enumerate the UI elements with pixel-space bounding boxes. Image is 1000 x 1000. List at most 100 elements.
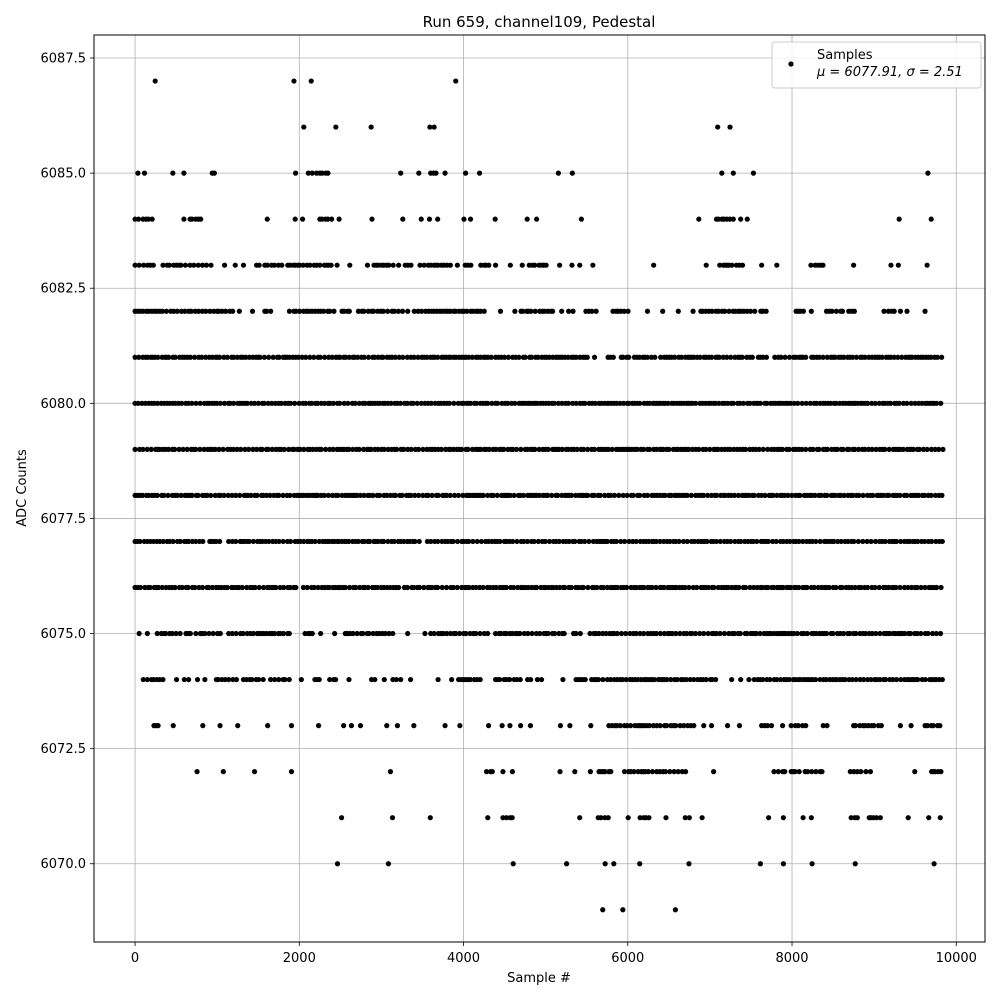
- sample-point: [501, 354, 508, 360]
- sample-point: [301, 538, 307, 545]
- sample-point: [722, 308, 728, 314]
- sample-point: [473, 584, 479, 591]
- sample-point: [709, 308, 715, 314]
- sample-point: [831, 538, 837, 545]
- sample-point: [184, 446, 190, 452]
- sample-point: [410, 400, 416, 406]
- sample-point: [534, 216, 540, 222]
- sample-point: [316, 676, 322, 683]
- sample-point: [610, 354, 616, 360]
- sample-point: [411, 354, 417, 360]
- sample-point: [407, 676, 414, 683]
- sample-point: [794, 630, 800, 637]
- sample-point: [851, 538, 857, 545]
- sample-point: [804, 769, 811, 775]
- sample-point: [435, 354, 441, 360]
- sample-point: [765, 538, 771, 545]
- sample-point: [563, 861, 570, 867]
- sample-point: [163, 630, 169, 637]
- sample-point: [276, 676, 282, 683]
- sample-point: [398, 676, 404, 683]
- sample-point: [251, 400, 258, 406]
- sample-point: [147, 584, 153, 591]
- sample-point: [902, 630, 908, 637]
- plot-area-frame: [93, 34, 986, 943]
- sample-point: [813, 400, 820, 406]
- sample-point: [357, 723, 364, 729]
- sample-point: [730, 170, 736, 176]
- sample-point: [854, 815, 860, 821]
- sample-point: [226, 538, 232, 545]
- sample-point: [757, 400, 764, 406]
- sample-point: [538, 676, 545, 683]
- sample-point: [890, 676, 896, 683]
- sample-point: [891, 308, 897, 314]
- sample-point: [300, 584, 307, 591]
- sample-point: [686, 861, 692, 867]
- sample-point: [199, 354, 205, 360]
- sample-point: [886, 446, 892, 452]
- sample-point: [729, 676, 735, 683]
- sample-point: [895, 354, 901, 360]
- sample-point: [355, 354, 361, 360]
- sample-point: [812, 676, 819, 683]
- sample-point: [596, 630, 602, 637]
- sample-point: [623, 676, 629, 683]
- sample-point: [416, 170, 422, 176]
- sample-point: [719, 170, 725, 176]
- sample-point: [621, 400, 627, 406]
- sample-point: [608, 676, 614, 683]
- sample-point: [851, 262, 857, 268]
- sample-point: [195, 262, 201, 268]
- sample-point: [286, 676, 292, 683]
- sample-point: [252, 584, 258, 591]
- sample-point: [675, 769, 681, 775]
- sample-point: [405, 630, 411, 637]
- sample-point: [747, 308, 754, 314]
- sample-point: [292, 216, 298, 222]
- sample-point: [598, 815, 604, 821]
- sample-point: [687, 676, 693, 683]
- sample-point: [163, 308, 169, 314]
- sample-point: [663, 723, 670, 729]
- sample-point: [899, 354, 905, 360]
- sample-point: [486, 446, 492, 452]
- sample-point: [477, 676, 483, 683]
- sample-point: [744, 216, 750, 222]
- sample-point: [552, 630, 558, 637]
- sample-point: [693, 400, 699, 406]
- sample-point: [269, 400, 275, 406]
- sample-point: [259, 446, 265, 452]
- sample-point: [737, 630, 743, 637]
- sample-point: [929, 630, 936, 637]
- sample-point: [444, 630, 450, 637]
- sample-point: [586, 538, 592, 545]
- sample-point: [381, 446, 387, 452]
- sample-point: [730, 400, 736, 406]
- sample-point: [824, 354, 830, 360]
- sample-point: [281, 446, 287, 452]
- sample-point: [633, 538, 639, 545]
- sample-point: [853, 630, 859, 637]
- sample-point: [752, 308, 758, 314]
- sample-point: [483, 769, 490, 775]
- sample-point: [428, 400, 434, 406]
- sample-point: [470, 538, 476, 545]
- sample-point: [512, 308, 518, 314]
- sample-point: [325, 492, 331, 499]
- axis-ticks: 0 2000 4000 6000 8000 10000 6070.0 6072.5 6075.0…: [41, 52, 977, 966]
- sample-point: [536, 492, 543, 499]
- sample-point: [234, 446, 240, 452]
- sample-point: [191, 262, 197, 268]
- sample-point: [618, 538, 624, 545]
- sample-point: [412, 538, 418, 545]
- sample-point: [221, 492, 227, 499]
- sample-point: [240, 262, 247, 268]
- sample-point: [532, 446, 538, 452]
- sample-point: [770, 492, 776, 499]
- sample-point: [744, 630, 750, 637]
- sample-point: [824, 723, 830, 729]
- y-tick-label: 6077.5: [41, 512, 87, 527]
- sample-point: [174, 308, 180, 314]
- sample-point: [634, 446, 640, 452]
